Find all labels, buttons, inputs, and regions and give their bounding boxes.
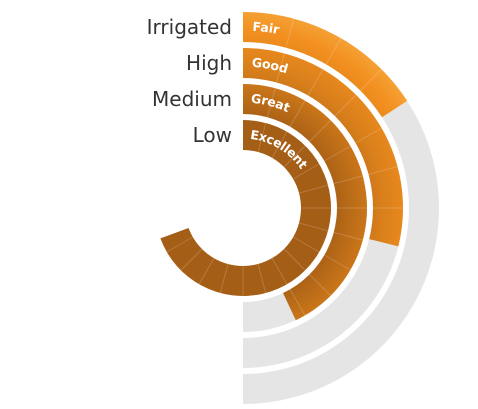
ring-grid-line bbox=[324, 254, 351, 271]
ring-grid-line bbox=[257, 263, 267, 294]
ring-grid-line bbox=[285, 18, 295, 48]
ring-grid-line bbox=[333, 175, 363, 185]
category-labels: Irrigated High Medium Low bbox=[147, 15, 232, 147]
ring-grid-line bbox=[298, 184, 329, 194]
ring-grid-line bbox=[355, 127, 382, 144]
ring-grid-line bbox=[276, 53, 285, 83]
ring-grid-line bbox=[324, 145, 351, 162]
ring-grid-line bbox=[198, 257, 215, 285]
category-label-irrigated: Irrigated bbox=[147, 15, 232, 39]
ring-bars bbox=[160, 12, 408, 321]
ring-bar-irrigated bbox=[243, 12, 408, 118]
ring-grid-line bbox=[309, 119, 332, 142]
ring-grid-line bbox=[283, 248, 306, 271]
ring-grid-line bbox=[289, 100, 306, 127]
ring-grid-line bbox=[166, 236, 194, 253]
ring-grid-line bbox=[325, 38, 342, 65]
ring-grid-line bbox=[292, 236, 320, 253]
ring-grid-line bbox=[309, 274, 332, 297]
category-label-low: Low bbox=[193, 123, 232, 147]
category-label-medium: Medium bbox=[152, 87, 232, 111]
ring-grid-line bbox=[368, 166, 398, 175]
ring-grid-line bbox=[360, 69, 382, 91]
ring-grid-line bbox=[180, 248, 203, 271]
ring-grid-line bbox=[266, 88, 276, 118]
ring-grid-line bbox=[298, 222, 329, 232]
ring-grid-line bbox=[283, 145, 306, 168]
ring-grid-line bbox=[334, 94, 357, 117]
ring-grid-line bbox=[271, 131, 288, 159]
ring-grid-line bbox=[333, 231, 363, 241]
ring-grid-line bbox=[307, 69, 324, 96]
ring-grid-line bbox=[289, 289, 306, 316]
ring-grid-line bbox=[257, 122, 267, 153]
ring-grid-line bbox=[219, 263, 229, 294]
ring-grid-line bbox=[271, 257, 288, 285]
ring-grid-line bbox=[292, 163, 320, 180]
category-label-high: High bbox=[186, 51, 232, 75]
ring-grid bbox=[166, 18, 403, 316]
ring-bar-low bbox=[160, 120, 331, 296]
ring-bar-high bbox=[243, 48, 403, 247]
ring-bar-medium bbox=[243, 84, 368, 321]
